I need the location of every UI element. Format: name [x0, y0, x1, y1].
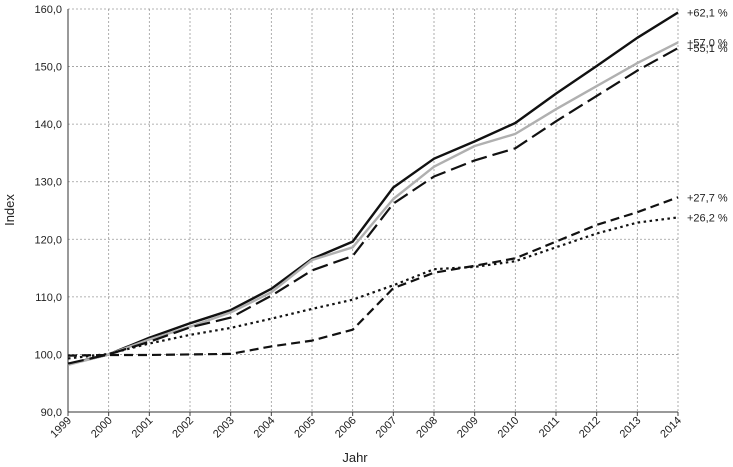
y-tick-label: 110,0 — [35, 292, 62, 304]
x-tick-label: 2005 — [292, 415, 318, 441]
y-tick-label: 120,0 — [34, 234, 62, 246]
x-tick-label: 2010 — [496, 415, 522, 441]
series-line-3 — [67, 47, 679, 365]
series-line-1 — [67, 11, 679, 366]
x-tick-label: 2006 — [333, 415, 359, 441]
series-end-label-2: +57,0 % — [687, 37, 728, 49]
series-end-label-5: +26,2 % — [687, 212, 728, 224]
series-end-label-3: +55,1 % — [687, 43, 728, 55]
series-lines — [67, 11, 679, 366]
x-tick-label: 2003 — [211, 415, 237, 441]
x-tick-label: 2014 — [658, 415, 684, 441]
series-end-label-1: +62,1 % — [687, 7, 728, 19]
x-tick-label: 2004 — [252, 415, 278, 441]
series-end-label-4: +27,7 % — [687, 192, 728, 204]
x-tick-label: 2012 — [577, 415, 603, 441]
x-tick-label: 2007 — [374, 415, 400, 441]
x-tick-label: 2002 — [170, 415, 196, 441]
y-tick-label: 90,0 — [41, 407, 62, 419]
x-tick-label: 2001 — [130, 415, 156, 441]
y-tick-label: 100,0 — [34, 349, 62, 361]
x-axis-title: Jahr — [342, 450, 368, 465]
x-tick-label: 2013 — [618, 415, 644, 441]
y-axis-title: Index — [2, 194, 17, 226]
y-tick-label: 130,0 — [34, 177, 62, 189]
tick-labels: 90,0100,0110,0120,0130,0140,0150,0160,01… — [34, 4, 684, 440]
grid-lines — [68, 8, 679, 412]
x-tick-label: 2008 — [414, 415, 440, 441]
x-tick-label: 2011 — [537, 415, 562, 440]
x-tick-label: 2009 — [455, 415, 481, 441]
series-line-2 — [67, 41, 679, 366]
x-tick-label: 2000 — [89, 415, 115, 441]
series-line-5 — [67, 216, 679, 360]
series-end-labels: +62,1 % +57,0 %+55,1 % +27,7 % +26,2 % — [687, 7, 728, 224]
y-tick-label: 160,0 — [34, 4, 62, 16]
y-tick-label: 150,0 — [34, 62, 62, 74]
axes — [67, 9, 679, 416]
series-line-4 — [67, 196, 679, 357]
y-tick-label: 140,0 — [34, 119, 62, 131]
